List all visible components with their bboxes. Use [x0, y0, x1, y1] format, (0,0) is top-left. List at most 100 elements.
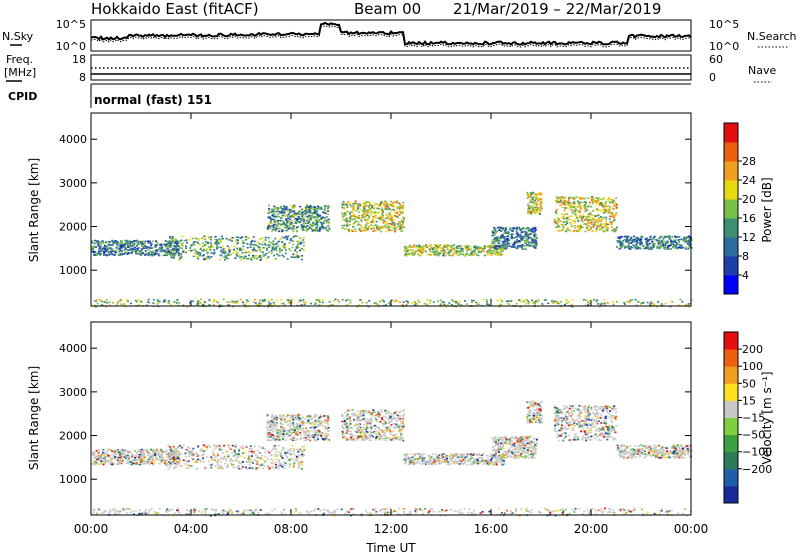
echo-point	[204, 235, 207, 238]
echo-point	[218, 238, 221, 240]
echo-point	[538, 191, 541, 194]
noise-left-tick-low: 10^0	[56, 40, 86, 53]
echo-point	[366, 229, 369, 231]
echo-point	[606, 229, 609, 232]
echo-point	[566, 229, 569, 231]
echo-point	[176, 464, 179, 466]
echo-point	[261, 237, 264, 239]
echo-point	[264, 451, 267, 454]
echo-point	[679, 298, 682, 301]
echo-point	[252, 452, 254, 454]
echo-point	[583, 210, 586, 213]
echo-point	[232, 460, 235, 462]
echo-point	[136, 243, 139, 246]
echo-point	[453, 300, 456, 303]
echo-point	[656, 240, 659, 242]
echo-point	[540, 208, 543, 211]
echo-point	[290, 433, 293, 435]
echo-point	[284, 210, 287, 213]
echo-point	[152, 250, 155, 253]
echo-point	[93, 460, 96, 463]
echo-point	[400, 230, 403, 232]
echo-point	[306, 225, 309, 227]
echo-point	[599, 204, 602, 207]
echo-point	[608, 202, 611, 204]
echo-point	[326, 437, 329, 440]
echo-point	[536, 210, 539, 213]
echo-point	[589, 201, 591, 204]
echo-point	[487, 303, 490, 306]
echo-point	[451, 299, 453, 301]
echo-point	[386, 216, 389, 219]
echo-point	[681, 300, 684, 303]
echo-point	[210, 236, 213, 238]
echo-point	[557, 301, 560, 303]
echo-point	[306, 207, 309, 210]
echo-point	[270, 211, 273, 213]
echo-point	[292, 215, 295, 217]
echo-point	[563, 209, 566, 212]
echo-point	[373, 203, 376, 206]
echo-point	[611, 211, 614, 214]
echo-point	[520, 237, 523, 239]
echo-point	[513, 241, 516, 244]
echo-point	[159, 454, 162, 456]
echo-point	[210, 238, 212, 241]
echo-point	[418, 244, 421, 247]
echo-point	[170, 249, 173, 251]
echo-point	[298, 240, 301, 243]
echo-point	[581, 214, 584, 216]
echo-point	[579, 204, 582, 207]
echo-point	[568, 301, 570, 303]
echo-point	[529, 211, 532, 214]
echo-point	[158, 247, 161, 249]
echo-point	[353, 213, 356, 216]
echo-point	[288, 302, 291, 304]
echo-point	[294, 454, 297, 457]
echo-point	[356, 203, 359, 205]
echo-point	[543, 299, 546, 301]
echo-point	[595, 200, 598, 203]
echo-point	[112, 242, 115, 244]
echo-point	[229, 238, 232, 240]
echo-point	[221, 235, 223, 238]
echo-point	[394, 215, 396, 217]
echo-point	[112, 240, 115, 243]
echo-point	[211, 463, 214, 465]
echo-point	[97, 242, 100, 245]
echo-point	[377, 229, 380, 231]
echo-point	[382, 219, 385, 222]
echo-point	[529, 244, 532, 247]
echo-point	[608, 211, 611, 214]
echo-point	[207, 236, 210, 239]
echo-point	[472, 299, 475, 302]
echo-point	[113, 250, 116, 253]
echo-point	[557, 197, 560, 200]
echo-point	[391, 221, 394, 224]
echo-point	[286, 238, 289, 240]
echo-point	[176, 449, 178, 452]
echo-point	[324, 419, 327, 421]
echo-point	[428, 254, 431, 256]
echo-point	[597, 197, 600, 199]
echo-point	[151, 456, 154, 459]
echo-point	[302, 244, 305, 247]
echo-point	[596, 200, 599, 203]
echo-point	[210, 244, 213, 246]
echo-point	[301, 218, 304, 220]
echo-point	[193, 243, 196, 246]
echo-point	[529, 192, 532, 194]
echo-point	[494, 252, 497, 255]
echo-point	[216, 444, 219, 447]
echo-point	[489, 250, 492, 252]
echo-point	[167, 249, 170, 252]
echo-point	[295, 432, 297, 435]
echo-point	[437, 244, 440, 246]
echo-point	[215, 246, 218, 248]
echo-point	[146, 253, 149, 255]
echo-point	[453, 244, 456, 246]
echo-point	[286, 456, 289, 458]
echo-point	[309, 206, 312, 208]
echo-point	[191, 249, 194, 252]
